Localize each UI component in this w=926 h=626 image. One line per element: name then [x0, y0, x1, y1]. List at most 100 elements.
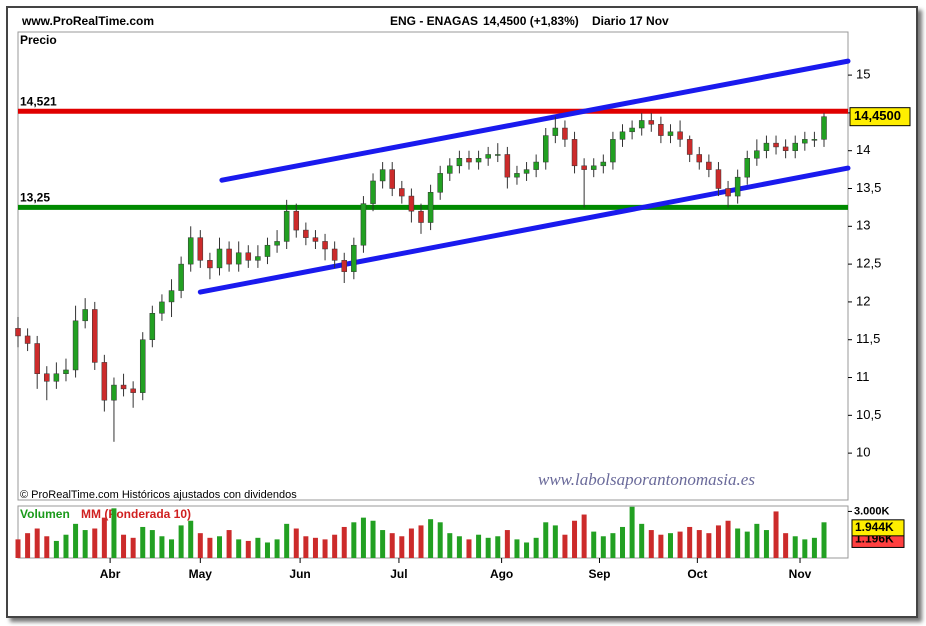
trend-line: [219, 58, 851, 183]
candle-body: [437, 173, 443, 193]
candle-body: [447, 165, 453, 174]
y-tick-label: 10: [856, 445, 870, 460]
candle-body: [370, 180, 376, 204]
candle-body: [571, 139, 578, 167]
candle-body: [427, 192, 434, 223]
x-tick-label: Sep: [588, 567, 610, 581]
volume-bar: [255, 537, 261, 558]
candle-body: [821, 116, 827, 140]
level-label: 14,521: [20, 94, 57, 108]
volume-bar: [207, 537, 213, 558]
volume-bar: [197, 533, 203, 558]
candle-body: [514, 173, 520, 178]
volume-bar: [389, 533, 395, 558]
x-tick-label: Ago: [490, 567, 513, 581]
candle-body: [92, 309, 98, 363]
volume-bar: [169, 539, 175, 558]
volume-bar: [792, 536, 798, 558]
volume-bar: [418, 525, 424, 558]
volume-bar: [178, 525, 184, 558]
volume-bar: [456, 536, 462, 558]
volume-bar: [140, 526, 146, 558]
x-tick-label: Oct: [687, 567, 707, 581]
y-tick-label: 11,5: [856, 331, 880, 346]
candle-body: [763, 142, 770, 151]
volume-bar: [715, 525, 721, 558]
volume-bar: [447, 533, 453, 558]
candle-body: [216, 248, 223, 269]
volume-bar: [495, 536, 501, 558]
volume-bar: [543, 522, 549, 558]
volume-bar: [408, 528, 414, 558]
candle-body: [34, 343, 40, 374]
x-tick-label: Jul: [390, 567, 407, 581]
quote: 14,4500 (+1,83%): [483, 14, 579, 28]
candle-body: [245, 252, 252, 261]
volume-bar: [696, 530, 702, 558]
candle-body: [341, 260, 347, 272]
candle-body: [72, 320, 79, 371]
candle-body: [389, 169, 395, 189]
volume-bar: [245, 540, 251, 558]
volume-bar: [351, 522, 357, 558]
candle-body: [658, 123, 664, 136]
x-tick-label: May: [189, 567, 213, 581]
volume-bar: [735, 528, 741, 558]
volume-bar: [504, 530, 510, 558]
candle-body: [235, 252, 242, 265]
candle-body: [629, 127, 635, 133]
candle-body: [744, 158, 750, 178]
candle-body: [562, 127, 568, 140]
volume-bar: [725, 520, 731, 558]
candle-body: [322, 241, 328, 250]
candle-body: [149, 313, 156, 340]
x-tick-label: Nov: [789, 567, 812, 581]
candle-body: [168, 290, 175, 303]
candle-body: [552, 127, 559, 136]
candle-body: [130, 388, 136, 393]
volume-bar: [591, 531, 597, 558]
last-price-box: [849, 107, 911, 127]
candle-body: [715, 169, 722, 189]
candle-body: [418, 210, 424, 223]
volume-bar: [783, 533, 789, 558]
candle-body: [15, 328, 21, 337]
volume-bar: [802, 539, 808, 558]
instrument: ENG - ENAGAS: [390, 14, 478, 28]
candle-body: [63, 369, 69, 374]
candle-body: [677, 131, 683, 140]
candle-body: [523, 169, 530, 174]
volume-bar: [303, 536, 309, 558]
x-tick-label: Jun: [289, 567, 310, 581]
volume-bar: [744, 531, 750, 558]
candle-body: [696, 154, 703, 163]
candle-body: [255, 256, 261, 261]
volume-bar: [811, 537, 817, 558]
candle-body: [802, 139, 808, 144]
volume-bar: [667, 533, 673, 558]
candle-body: [111, 384, 117, 401]
y-tick-label: 11: [856, 369, 870, 384]
volume-bar: [572, 520, 578, 558]
candle-body: [782, 146, 789, 151]
volume-bar: [360, 517, 366, 558]
note: © ProRealTime.com Históricos ajustados c…: [20, 489, 297, 501]
volume-bar: [341, 526, 347, 558]
candle-body: [226, 248, 232, 265]
volume-bar: [82, 530, 88, 558]
volume-bar: [130, 537, 136, 558]
price-pane: [17, 31, 849, 501]
volume-title: Volumen: [20, 507, 70, 521]
volume-bar: [149, 530, 155, 558]
volume-bar: [524, 542, 530, 558]
candle-body: [734, 176, 741, 197]
volume-bar: [600, 536, 606, 558]
y-tick-label: 10,5: [856, 407, 881, 422]
volume-bar: [533, 537, 539, 558]
candle-body: [533, 161, 539, 170]
volume-bar: [44, 536, 50, 558]
period: Diario 17 Nov: [592, 14, 669, 28]
volume-bar: [466, 539, 472, 558]
candle-body: [197, 237, 204, 261]
volume-bar: [63, 534, 69, 558]
